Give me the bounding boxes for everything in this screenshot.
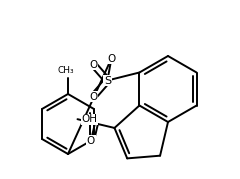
Text: CH₃: CH₃ bbox=[58, 66, 74, 75]
Text: O: O bbox=[107, 54, 115, 64]
Text: S: S bbox=[104, 76, 111, 86]
Text: O: O bbox=[87, 136, 95, 146]
Text: O: O bbox=[89, 91, 97, 101]
Text: O: O bbox=[89, 59, 97, 69]
Text: OH: OH bbox=[82, 114, 97, 124]
